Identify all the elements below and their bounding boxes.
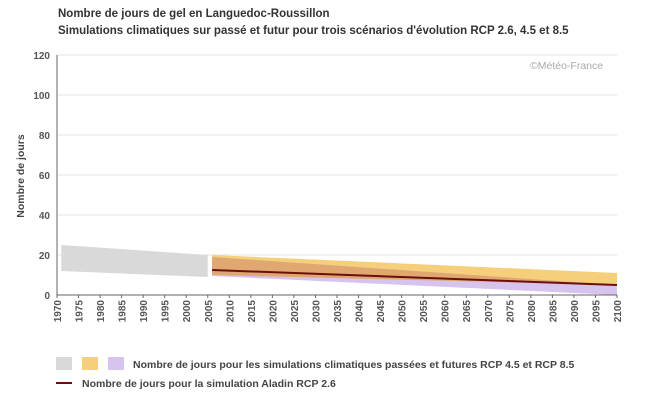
x-tick-label: 2030	[311, 300, 322, 323]
x-tick-label: 2060	[441, 300, 452, 323]
legend-swatch-rcp85	[108, 357, 124, 370]
x-tick-label: 2025	[290, 300, 301, 323]
y-tick-label: 100	[33, 91, 50, 102]
y-tick-label: 60	[39, 171, 51, 182]
grid	[57, 54, 617, 256]
x-tick-label: 2035	[333, 300, 344, 323]
x-tick-label: 2085	[548, 300, 559, 323]
x-tick-label: 1995	[161, 300, 172, 323]
legend: Nombre de jours pour les simulations cli…	[56, 357, 574, 390]
x-tick-label: 1970	[53, 300, 64, 323]
legend-swatch-past	[56, 357, 72, 370]
x-ticks: 1970 1975 1980 1985 1990 1995 2000 2005 2010 2015…	[53, 295, 624, 322]
x-tick-label: 2100	[613, 300, 624, 323]
y-tick-label: 0	[44, 291, 50, 302]
x-tick-label: 1985	[118, 300, 129, 323]
x-tick-label: 2045	[376, 300, 387, 323]
chart-subtitle: Simulations climatiques sur passé et fut…	[58, 25, 569, 37]
band-overlap	[212, 257, 618, 285]
x-tick-label: 2010	[225, 300, 236, 323]
x-tick-label: 2015	[247, 300, 258, 323]
x-tick-label: 2005	[204, 300, 215, 323]
legend-line-label: Nombre de jours pour la simulation Aladi…	[82, 378, 336, 390]
x-tick-label: 2080	[527, 300, 538, 323]
y-ticks: 0 20 40 60 80 100 120	[33, 51, 50, 302]
x-tick-label: 2040	[355, 300, 366, 323]
x-tick-label: 2050	[398, 300, 409, 323]
x-tick-label: 1975	[75, 300, 86, 323]
x-tick-label: 2000	[182, 300, 193, 323]
x-tick-label: 2070	[484, 300, 495, 323]
credit-text: ©Météo-France	[530, 60, 603, 72]
x-tick-label: 2095	[591, 300, 602, 323]
y-axis-label: Nombre de jours	[15, 134, 27, 218]
y-tick-label: 80	[39, 131, 51, 142]
x-tick-label: 1990	[139, 300, 150, 323]
x-tick-label: 1980	[96, 300, 107, 323]
y-tick-label: 20	[39, 251, 51, 262]
y-tick-label: 40	[39, 211, 51, 222]
x-tick-label: 2075	[505, 300, 516, 323]
band-past	[61, 245, 208, 277]
aladin-line	[212, 269, 618, 286]
legend-band-label: Nombre de jours pour les simulations cli…	[133, 359, 574, 371]
lines	[212, 269, 618, 286]
x-tick-label: 2055	[419, 300, 430, 323]
x-tick-label: 2090	[570, 300, 581, 323]
bands	[61, 245, 618, 295]
chart-title: Nombre de jours de gel en Languedoc-Rous…	[58, 8, 330, 20]
x-tick-label: 2065	[462, 300, 473, 323]
legend-swatch-rcp45	[82, 357, 98, 370]
y-tick-label: 120	[33, 51, 50, 62]
x-tick-label: 2020	[268, 300, 279, 323]
